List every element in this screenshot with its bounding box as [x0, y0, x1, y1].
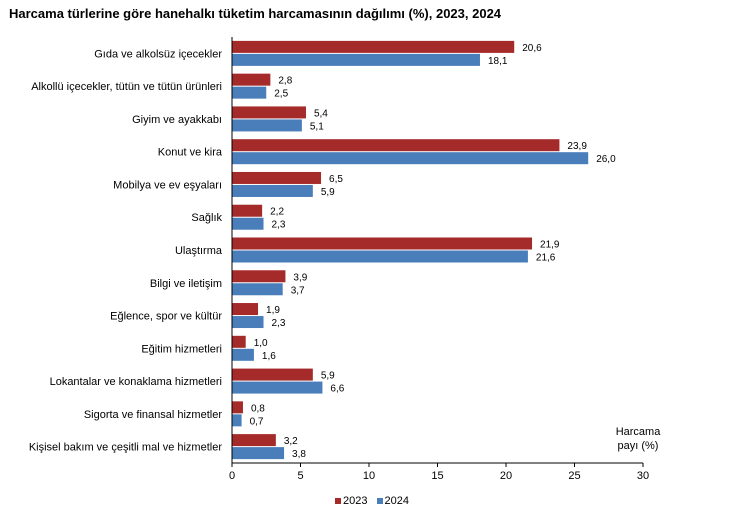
x-tick-label: 10 — [363, 470, 375, 482]
data-label-2024: 21,6 — [536, 253, 556, 264]
bar-2023 — [232, 139, 560, 152]
data-label-2023: 1,0 — [254, 338, 268, 349]
data-label-2024: 2,5 — [274, 89, 288, 100]
bar-2023 — [232, 303, 259, 316]
x-axis-unit-label: Harcama payı (%) — [598, 425, 678, 453]
data-label-2023: 23,9 — [567, 141, 587, 152]
data-label-2024: 18,1 — [488, 56, 508, 67]
bar-2024 — [232, 53, 480, 66]
bar-2023 — [232, 106, 306, 119]
category-label: Ulaştırma — [175, 245, 223, 257]
bar-2023 — [232, 204, 263, 217]
legend: 2023 2024 — [0, 495, 744, 507]
data-label-2023: 2,8 — [278, 76, 292, 87]
data-label-2024: 3,8 — [292, 449, 306, 460]
category-label: Eğlence, spor ve kültür — [110, 311, 222, 323]
category-label: Sağlık — [191, 212, 222, 224]
legend-swatch-2023 — [334, 498, 341, 504]
bar-2023 — [232, 237, 533, 250]
chart-title: Harcama türlerine göre hanehalkı tüketim… — [9, 6, 502, 21]
category-label: Kişisel bakım ve çeşitli mal ve hizmetle… — [29, 442, 223, 454]
data-label-2024: 26,0 — [596, 154, 616, 165]
bar-2024 — [232, 86, 267, 99]
data-label-2024: 1,6 — [262, 351, 276, 362]
x-tick-label: 15 — [431, 470, 443, 482]
x-tick-label: 30 — [637, 470, 649, 482]
x-tick-label: 20 — [500, 470, 512, 482]
category-label: Giyim ve ayakkabı — [132, 114, 222, 126]
data-label-2023: 5,4 — [314, 108, 328, 119]
bar-2023 — [232, 368, 313, 381]
data-label-2024: 5,9 — [321, 187, 335, 198]
x-tick-label: 0 — [229, 470, 235, 482]
data-label-2023: 5,9 — [321, 371, 335, 382]
data-label-2023: 20,6 — [522, 43, 542, 54]
legend-item-2024: 2024 — [376, 495, 410, 507]
bar-2024 — [232, 447, 285, 460]
data-label-2023: 3,9 — [293, 272, 307, 283]
category-label: Alkollü içecekler, tütün ve tütün ürünle… — [31, 81, 222, 93]
data-label-2024: 5,1 — [310, 121, 324, 132]
data-label-2023: 3,2 — [284, 436, 298, 447]
bar-2023 — [232, 171, 322, 184]
bar-2023 — [232, 73, 271, 86]
bar-2024 — [232, 381, 323, 394]
bar-2024 — [232, 414, 242, 427]
bar-2023 — [232, 40, 515, 53]
data-label-2024: 0,7 — [250, 416, 264, 427]
category-label: Mobilya ve ev eşyaları — [113, 179, 222, 191]
legend-swatch-2024 — [376, 498, 383, 504]
data-label-2024: 2,3 — [272, 220, 286, 231]
bar-2023 — [232, 335, 246, 348]
bar-2024 — [232, 283, 283, 296]
category-label: Lokantalar ve konaklama hizmetleri — [50, 376, 222, 388]
bar-2024 — [232, 316, 264, 329]
bar-2024 — [232, 152, 589, 165]
data-label-2023: 1,9 — [266, 305, 280, 316]
category-label: Sigorta ve finansal hizmetler — [84, 409, 223, 421]
legend-item-2023: 2023 — [334, 495, 368, 507]
x-axis-unit-line-1: Harcama — [615, 426, 661, 438]
legend-label-2024: 2024 — [384, 495, 410, 507]
bar-2024 — [232, 250, 528, 263]
category-label: Gıda ve alkolsüz içecekler — [94, 48, 222, 60]
data-label-2023: 0,8 — [251, 403, 265, 414]
legend-label-2023: 2023 — [342, 495, 368, 507]
data-label-2024: 3,7 — [291, 285, 305, 296]
data-label-2023: 21,9 — [540, 240, 560, 251]
category-label: Konut ve kira — [158, 147, 223, 159]
x-tick-label: 5 — [297, 470, 303, 482]
category-label: Eğitim hizmetleri — [141, 343, 222, 355]
data-label-2023: 6,5 — [329, 174, 343, 185]
bar-2023 — [232, 434, 276, 447]
x-tick-label: 25 — [568, 470, 580, 482]
category-label: Bilgi ve iletişim — [150, 278, 222, 290]
data-label-2024: 2,3 — [272, 318, 286, 329]
data-label-2023: 2,2 — [270, 207, 284, 218]
data-label-2024: 6,6 — [330, 384, 344, 395]
bar-2024 — [232, 119, 302, 132]
bar-2023 — [232, 401, 243, 414]
bar-2024 — [232, 184, 313, 197]
bar-2024 — [232, 348, 254, 361]
bar-2024 — [232, 217, 264, 230]
x-axis-unit-line-2: payı (%) — [617, 440, 659, 452]
bar-2023 — [232, 270, 286, 283]
